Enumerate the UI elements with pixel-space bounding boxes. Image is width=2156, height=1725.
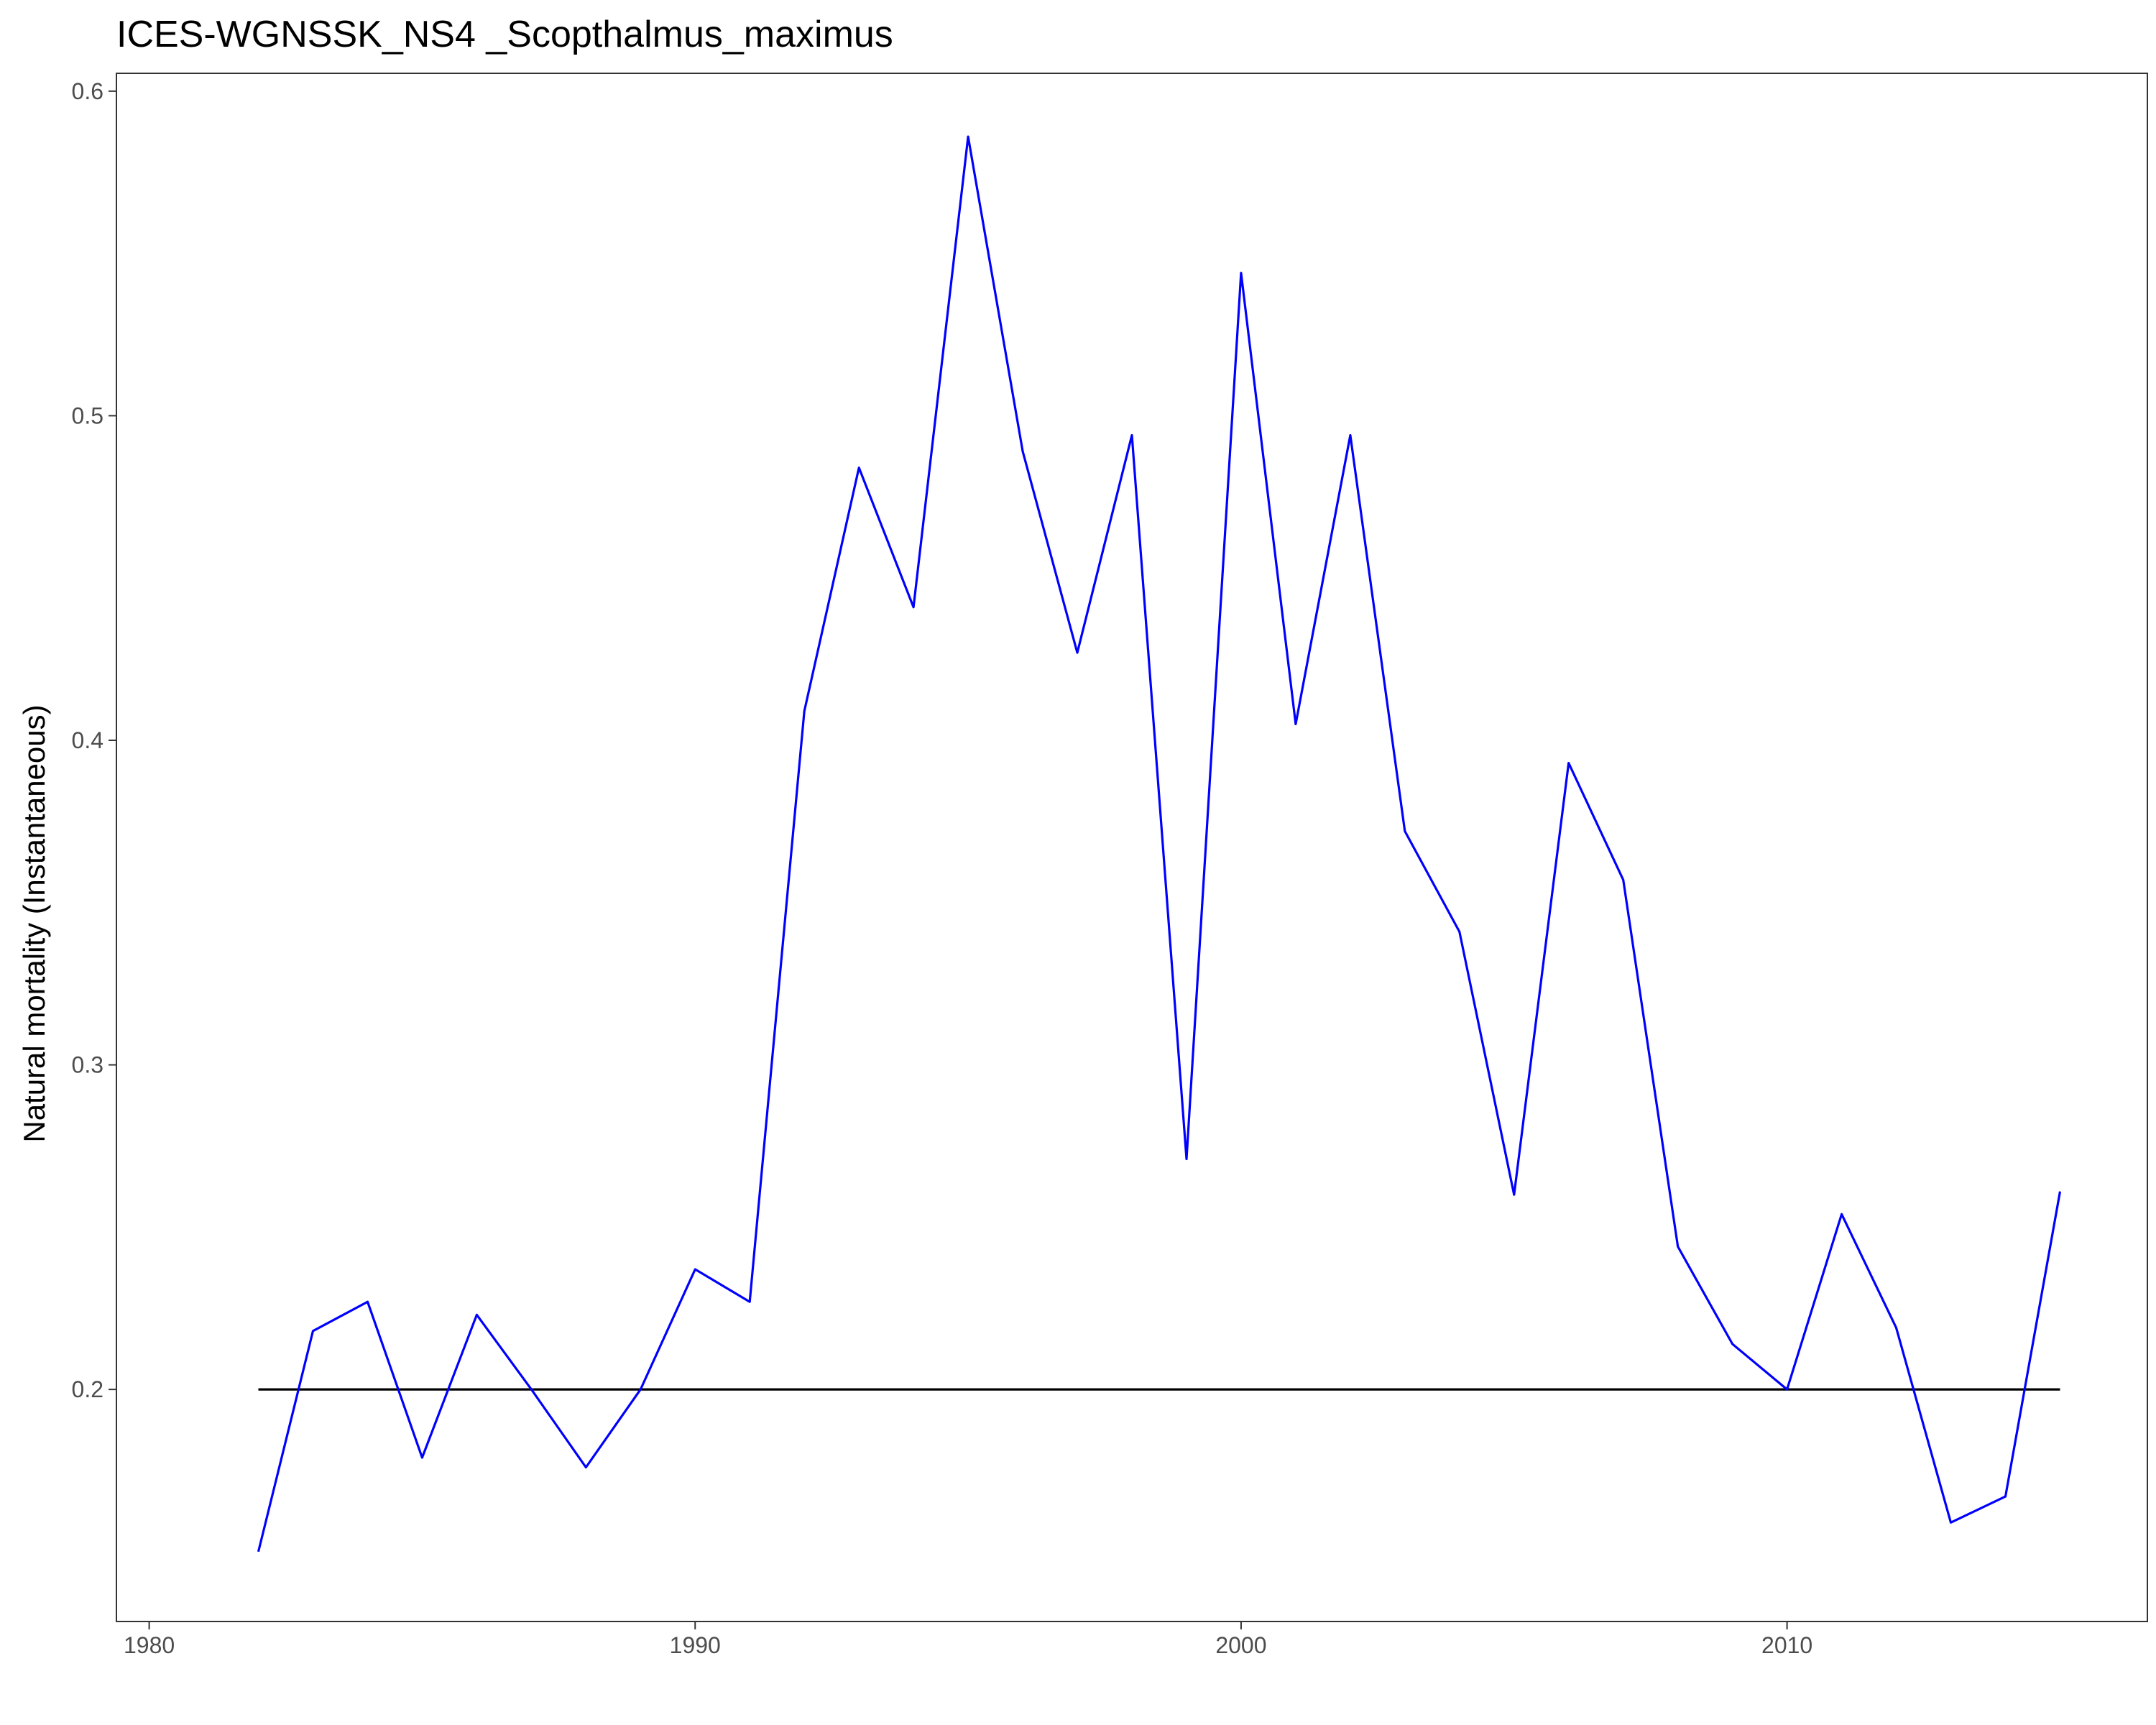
y-tick-label: 0.2	[72, 1376, 103, 1402]
plot-panel-border	[116, 73, 2148, 1622]
x-tick-label: 1980	[124, 1632, 175, 1658]
series-layer	[257, 135, 2062, 1552]
axis-ticks: 1980 1990 2000 2010 0.2 0.3 0.4 0.5 0.6	[72, 78, 1813, 1658]
series-line-natural-mortality	[257, 135, 2062, 1552]
y-axis-title: Natural mortality (Instantaneous)	[17, 704, 51, 1142]
y-tick-label: 0.4	[72, 727, 103, 753]
x-tick-label: 1990	[670, 1632, 721, 1658]
x-tick-label: 2000	[1215, 1632, 1266, 1658]
y-tick-label: 0.6	[72, 78, 103, 104]
chart-title: ICES-WGNSSK_NS4 _Scopthalmus_maximus	[116, 14, 893, 55]
y-tick-label: 0.3	[72, 1052, 103, 1078]
x-tick-label: 2010	[1761, 1632, 1812, 1658]
y-tick-label: 0.5	[72, 402, 103, 428]
